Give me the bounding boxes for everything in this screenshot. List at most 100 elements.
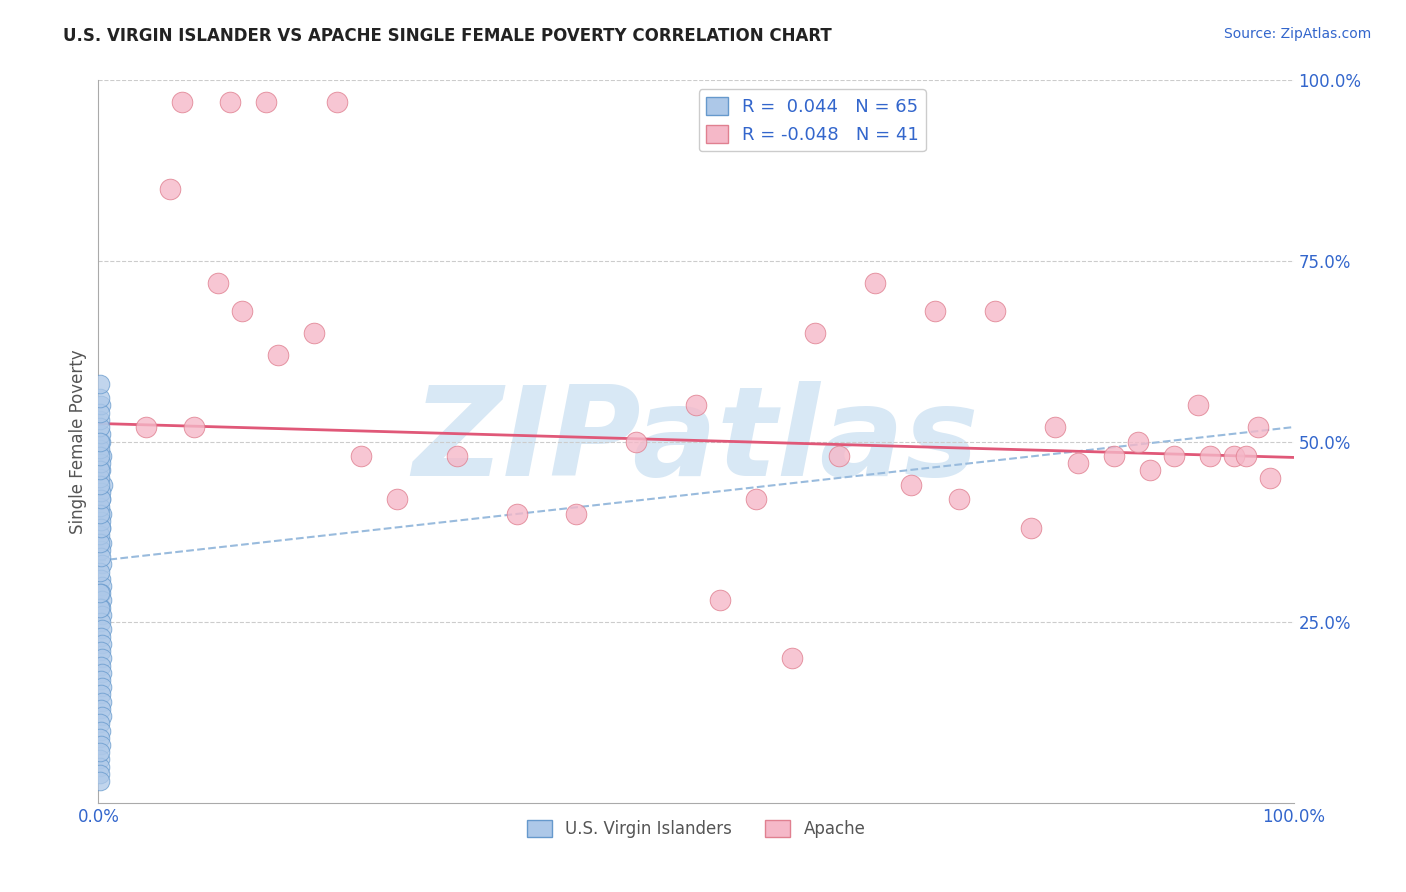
Point (326, 95, 349, 109)
Point (385, 492, 409, 507)
Point (90, 702, 112, 716)
Point (89, 406, 111, 420)
Point (89, 600, 111, 615)
Point (89, 752, 111, 766)
Point (89, 470, 111, 484)
Point (1019, 521, 1042, 535)
Point (231, 304, 253, 318)
Point (90, 521, 112, 535)
Point (1067, 456, 1090, 470)
Point (89, 767, 111, 781)
Point (900, 478, 922, 492)
Point (90, 738, 112, 752)
Point (89, 586, 111, 600)
Point (90, 492, 112, 507)
Point (89, 760, 111, 774)
Point (89, 413, 111, 427)
Point (90, 514, 112, 528)
Point (90, 723, 112, 738)
Point (91, 637, 114, 651)
Point (91, 680, 114, 694)
Point (90, 485, 112, 500)
Point (565, 507, 588, 521)
Point (91, 651, 114, 665)
Point (89, 442, 111, 456)
Point (254, 95, 277, 109)
Point (89, 507, 111, 521)
Point (90, 521, 112, 535)
Point (89, 731, 111, 745)
Point (1247, 420, 1270, 434)
Point (804, 326, 827, 340)
Point (89, 478, 111, 492)
Point (90, 463, 112, 477)
Point (1223, 449, 1246, 463)
Point (90, 586, 112, 600)
Point (90, 630, 112, 644)
Legend: U.S. Virgin Islanders, Apache: U.S. Virgin Islanders, Apache (520, 814, 872, 845)
Text: ZIPatlas: ZIPatlas (413, 381, 979, 502)
Point (90, 600, 112, 615)
Point (90, 550, 112, 565)
Point (1104, 449, 1126, 463)
Point (984, 304, 1007, 318)
Point (90, 456, 112, 470)
Point (89, 376, 111, 391)
Point (91, 695, 114, 709)
Point (91, 709, 114, 723)
Point (745, 492, 768, 507)
Point (626, 434, 648, 449)
Point (90, 492, 112, 507)
Point (865, 276, 887, 290)
Point (89, 535, 111, 549)
Point (89, 391, 111, 405)
Point (90, 615, 112, 630)
Point (924, 304, 946, 318)
Point (90, 673, 112, 687)
Point (267, 348, 290, 362)
Point (91, 449, 114, 463)
Point (91, 593, 114, 607)
Point (90, 644, 112, 658)
Point (90, 572, 112, 586)
Point (91, 623, 114, 637)
Point (1187, 398, 1209, 412)
Point (90, 687, 112, 701)
Point (89, 528, 111, 542)
Point (172, 95, 194, 109)
Point (91, 535, 114, 549)
Point (1128, 434, 1150, 449)
Point (89, 434, 111, 449)
Point (1043, 420, 1066, 434)
Point (91, 579, 114, 593)
Point (89, 500, 111, 514)
Point (90, 398, 112, 412)
Point (828, 449, 851, 463)
Point (135, 420, 157, 434)
Text: U.S. VIRGIN ISLANDER VS APACHE SINGLE FEMALE POVERTY CORRELATION CHART: U.S. VIRGIN ISLANDER VS APACHE SINGLE FE… (63, 27, 832, 45)
Point (183, 420, 205, 434)
Point (89, 716, 111, 731)
Point (685, 398, 707, 412)
Point (948, 492, 970, 507)
Point (90, 542, 112, 557)
Point (1139, 463, 1161, 477)
Point (89, 565, 111, 579)
Point (89, 774, 111, 789)
Point (91, 478, 114, 492)
Point (91, 665, 114, 680)
Point (302, 326, 325, 340)
Point (709, 593, 731, 607)
Point (159, 182, 181, 196)
Point (91, 507, 114, 521)
Point (90, 658, 112, 673)
Point (91, 607, 114, 622)
Point (89, 449, 111, 463)
Point (506, 507, 529, 521)
Point (90, 427, 112, 442)
Point (1199, 449, 1222, 463)
Point (446, 449, 468, 463)
Point (91, 558, 114, 572)
Point (1258, 470, 1281, 484)
Point (780, 651, 803, 665)
